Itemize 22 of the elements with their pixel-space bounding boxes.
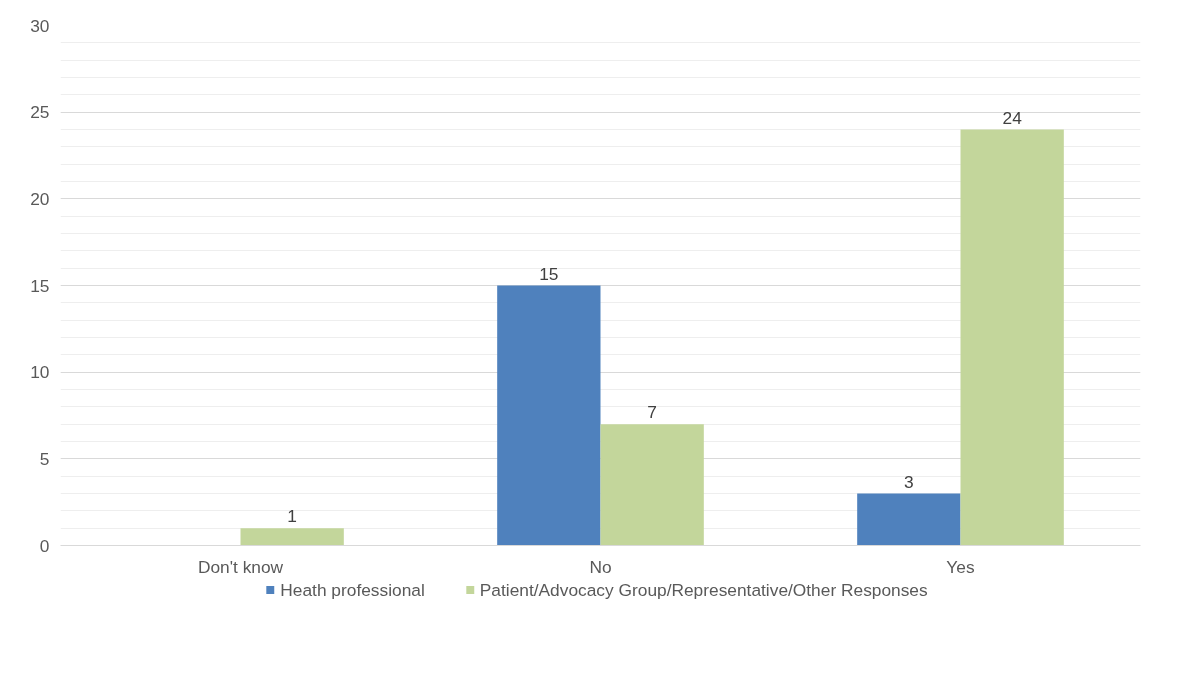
data-label: 7 [647,402,657,423]
x-tick-label: No [589,556,612,577]
data-label: 1 [287,506,297,527]
bar [497,285,601,546]
x-tick-label: Yes [946,556,975,577]
y-tick-label: 25 [30,102,50,123]
legend-label: Heath professional [280,579,425,600]
data-label: 15 [539,263,559,284]
bar [857,493,961,546]
data-label: 3 [904,471,914,492]
y-tick-label: 30 [30,15,50,36]
y-tick-label: 5 [39,448,50,469]
bar [600,424,704,546]
y-tick-label: 15 [30,275,50,296]
y-tick-label: 0 [39,535,50,556]
bar [960,129,1064,546]
y-tick-label: 10 [30,362,50,383]
legend-label: Patient/Advocacy Group/Representative/Other Responses [479,579,928,600]
y-tick-label: 20 [30,188,50,209]
x-tick-label: Don't know [197,556,284,577]
bar [240,528,344,546]
data-label: 24 [1002,107,1023,128]
